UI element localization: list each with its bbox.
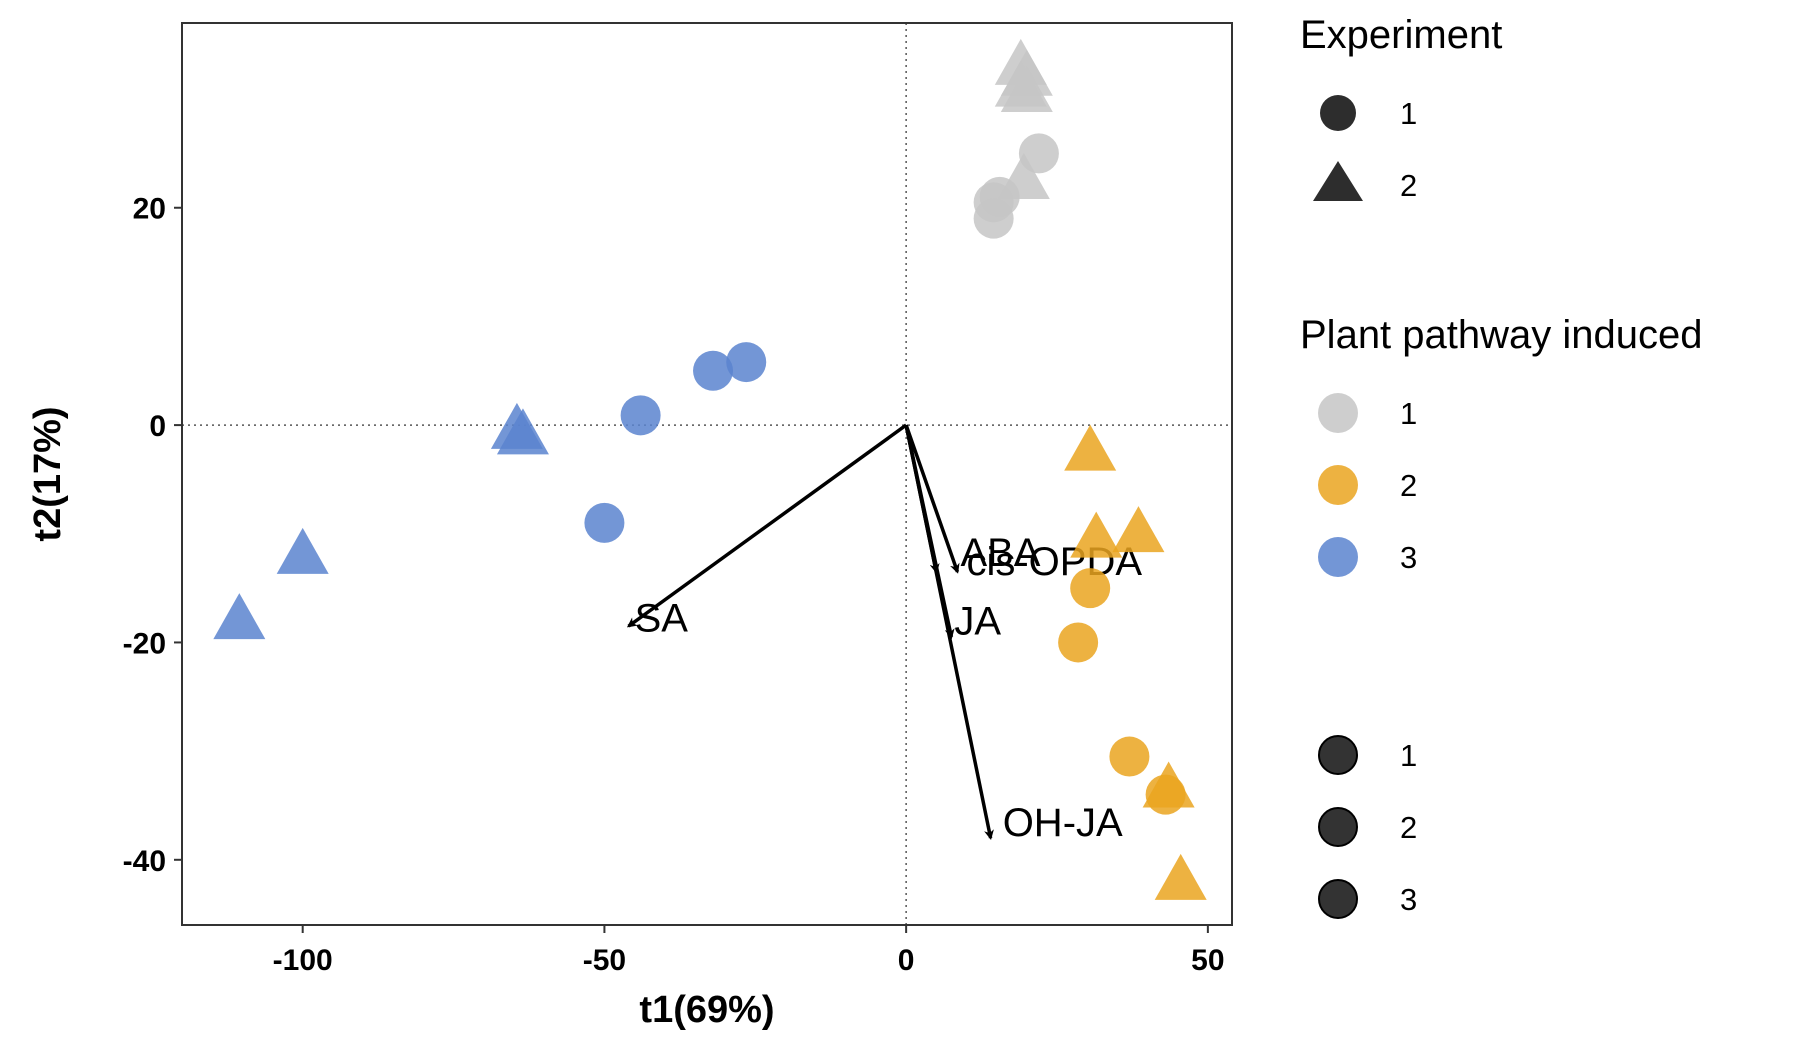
x-axis-title: t1(69%) xyxy=(639,989,774,1031)
legend-label: 2 xyxy=(1400,168,1417,203)
data-point-triangle xyxy=(276,527,329,574)
legend-label: 1 xyxy=(1400,396,1417,431)
data-point-circle xyxy=(726,342,767,383)
legend-label: 1 xyxy=(1400,96,1417,131)
loading-arrow xyxy=(904,424,994,841)
arrow-label: SA xyxy=(635,596,689,640)
x-tick-label: 50 xyxy=(1191,944,1224,977)
data-point-triangle xyxy=(1070,511,1123,558)
data-point-circle xyxy=(584,502,625,543)
data-point-triangle xyxy=(213,593,266,640)
data-point-triangle xyxy=(1154,853,1207,900)
data-point-circle xyxy=(1145,774,1186,815)
arrow-label: ABA xyxy=(960,531,1040,575)
legend-label: 2 xyxy=(1400,810,1417,845)
data-point-circle xyxy=(1058,622,1099,663)
loading-arrow xyxy=(904,424,960,574)
data-point-circle xyxy=(973,198,1014,239)
x-tick-label: -100 xyxy=(273,944,333,977)
y-tick-label: 20 xyxy=(133,193,166,226)
legend: Experiment 1 2 Plant pathway induced 1 2 3 1 2 3 xyxy=(1300,13,1703,919)
x-tick-label: -50 xyxy=(583,944,626,977)
legend-label: 3 xyxy=(1400,882,1417,917)
data-point-circle xyxy=(620,395,661,436)
legend-key-circle xyxy=(1318,879,1358,919)
legend-key-triangle xyxy=(1313,161,1363,201)
data-point-circle xyxy=(693,350,734,391)
y-tick-label: -40 xyxy=(123,845,166,878)
loading-arrow xyxy=(626,423,908,628)
reference-lines xyxy=(182,23,1232,925)
data-point-circle xyxy=(1109,736,1150,777)
legend-key-pathway xyxy=(1318,537,1358,577)
legend-key-circle xyxy=(1318,807,1358,847)
y-axis-title: t2(17%) xyxy=(27,406,69,541)
plot-panel-border xyxy=(181,22,1233,926)
arrow-label: OH-JA xyxy=(1003,801,1123,845)
y-tick-label: 0 xyxy=(149,410,166,443)
data-point-triangle xyxy=(496,408,549,455)
legend-label: 2 xyxy=(1400,468,1417,503)
legend-key-pathway xyxy=(1318,465,1358,505)
legend-label: 3 xyxy=(1400,540,1417,575)
data-points xyxy=(213,38,1207,900)
data-point-triangle xyxy=(1000,66,1053,113)
legend-key-circle xyxy=(1318,735,1358,775)
data-point-triangle xyxy=(1064,424,1117,471)
x-tick-label: 0 xyxy=(898,944,915,977)
legend-title-pathway: Plant pathway induced xyxy=(1300,313,1703,357)
data-point-triangle xyxy=(1112,506,1165,553)
legend-title-experiment: Experiment xyxy=(1300,13,1502,57)
legend-key-circle xyxy=(1320,95,1356,131)
legend-label: 1 xyxy=(1400,738,1417,773)
y-tick-label: -20 xyxy=(123,627,166,660)
data-point-circle xyxy=(1070,568,1111,609)
arrow-label: JA xyxy=(954,600,1001,644)
axis-ticks: -100 -50 0 50 20 0 -20 -40 xyxy=(123,193,1225,977)
legend-key-pathway xyxy=(1318,393,1358,433)
